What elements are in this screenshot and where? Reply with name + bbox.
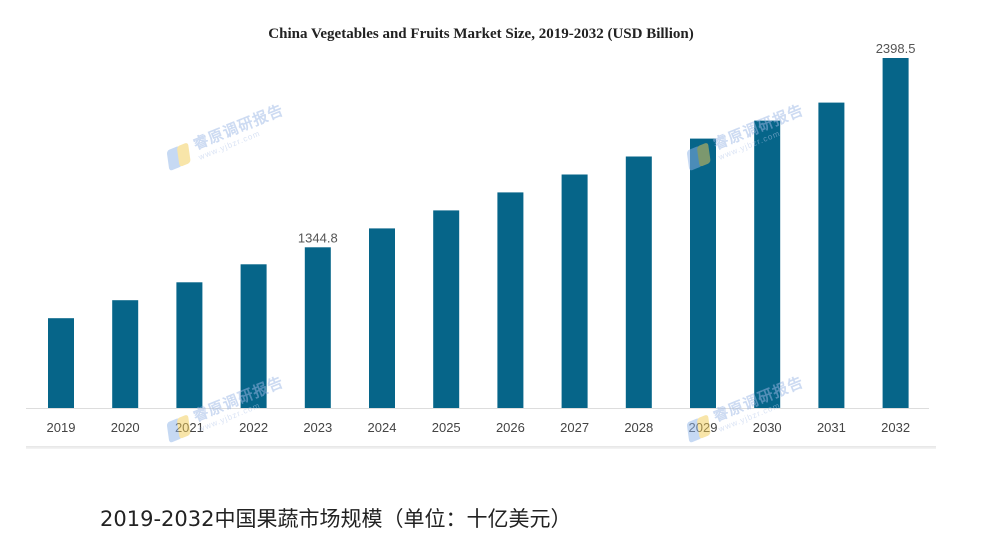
x-tick-label-2032: 2032	[881, 420, 910, 435]
bar-2023	[304, 247, 331, 408]
data-label-2032: 2398.5	[876, 41, 916, 56]
bar-2025	[433, 210, 460, 408]
bar-2026	[497, 192, 524, 408]
x-tick-label-2029: 2029	[689, 420, 718, 435]
x-tick-label-2019: 2019	[47, 420, 76, 435]
x-tick-label-2025: 2025	[432, 420, 461, 435]
x-tick-label-2026: 2026	[496, 420, 525, 435]
x-tick-label-2023: 2023	[303, 420, 332, 435]
bar-2024	[369, 228, 395, 408]
bar-2019	[48, 318, 74, 408]
bar-2027	[561, 174, 588, 408]
bar-2022	[240, 264, 267, 408]
x-tick-label-2027: 2027	[560, 420, 589, 435]
bar-2020	[112, 300, 139, 408]
x-tick-label-2021: 2021	[175, 420, 204, 435]
bar-2021	[176, 282, 203, 408]
bar-2031	[818, 102, 845, 408]
bar-2028	[625, 156, 652, 408]
caption: 2019-2032中国果蔬市场规模（单位：十亿美元）	[100, 507, 572, 531]
bar-2030	[754, 120, 781, 408]
x-tick-label-2030: 2030	[753, 420, 782, 435]
x-tick-label-2024: 2024	[368, 420, 397, 435]
x-tick-label-2028: 2028	[624, 420, 653, 435]
bar-2032	[882, 58, 909, 408]
data-label-2023: 1344.8	[298, 230, 338, 245]
bar-2029	[690, 138, 716, 408]
bar-chart: 2019 2020 2021 2022 2023 2024 2025 2026 2027 2028…	[26, 41, 929, 435]
x-tick-label-2020: 2020	[111, 420, 140, 435]
chart-container: China Vegetables and Fruits Market Size,…	[26, 10, 936, 449]
x-tick-label-2031: 2031	[817, 420, 846, 435]
chart-title: China Vegetables and Fruits Market Size,…	[268, 26, 694, 42]
x-tick-label-2022: 2022	[239, 420, 268, 435]
